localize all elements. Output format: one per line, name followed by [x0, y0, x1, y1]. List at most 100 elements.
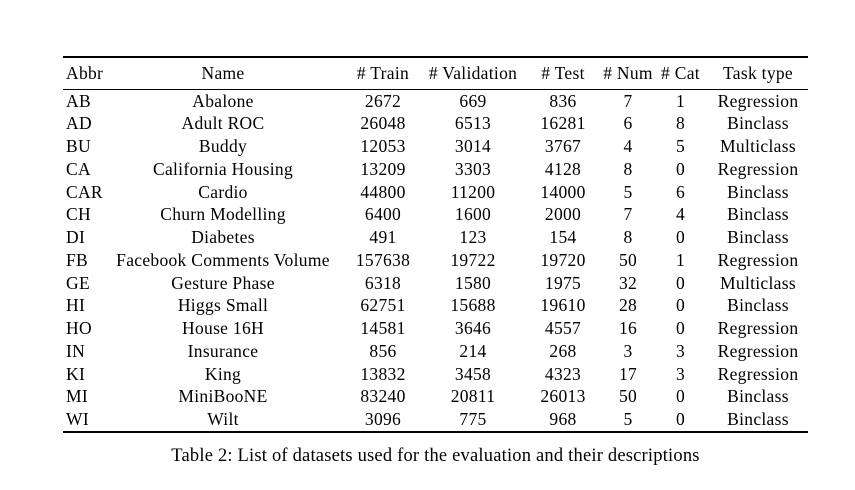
cell-abbr: KI — [66, 363, 86, 384]
col-header-train: # Train — [343, 57, 423, 90]
cell-num: 8 — [623, 227, 633, 248]
col-header-num: # Num — [603, 57, 653, 90]
cell-train: 62751 — [360, 295, 406, 316]
cell-validation: 3014 — [454, 136, 492, 157]
cell-task: Regression — [717, 90, 799, 111]
cell-validation: 20811 — [450, 386, 496, 407]
cell-test: 16281 — [540, 113, 586, 134]
cell-num: 3 — [623, 340, 633, 361]
cell-validation: 15688 — [450, 295, 496, 316]
cell-cat: 0 — [675, 272, 686, 293]
cell-num: 7 — [623, 204, 633, 225]
cell-train: 6318 — [364, 272, 402, 293]
cell-validation: 1600 — [454, 204, 492, 225]
cell-validation: 3646 — [454, 318, 492, 339]
cell-task: Regression — [717, 249, 799, 270]
cell-task: Binclass — [727, 295, 789, 316]
cell-name: Diabetes — [191, 227, 255, 248]
cell-test: 4323 — [544, 363, 582, 384]
table-row: AD Adult ROC 26048 6513 16281 6 8 Bincla… — [63, 113, 808, 136]
cell-task: Binclass — [727, 386, 789, 407]
cell-abbr: GE — [66, 272, 90, 293]
cell-name: Facebook Comments Volume — [116, 249, 330, 270]
cell-cat: 1 — [675, 90, 686, 111]
cell-cat: 0 — [675, 386, 686, 407]
cell-cat: 0 — [675, 158, 686, 179]
cell-num: 8 — [623, 158, 633, 179]
col-header-abbr: Abbr — [63, 57, 103, 90]
col-header-task: Task type — [708, 57, 808, 90]
cell-cat: 0 — [675, 227, 686, 248]
cell-abbr: WI — [66, 409, 89, 430]
cell-abbr: MI — [66, 386, 88, 407]
cell-name: Buddy — [198, 136, 248, 157]
cell-train: 3096 — [364, 409, 402, 430]
cell-num: 50 — [618, 386, 638, 407]
cell-name: Cardio — [198, 181, 248, 202]
cell-num: 6 — [623, 113, 633, 134]
cell-cat: 0 — [675, 295, 686, 316]
cell-test: 19610 — [540, 295, 586, 316]
cell-cat: 4 — [675, 204, 686, 225]
cell-test: 836 — [549, 90, 577, 111]
cell-task: Multiclass — [720, 272, 796, 293]
cell-test: 154 — [549, 227, 577, 248]
table-row: IN Insurance 856 214 268 3 3 Regression — [63, 340, 808, 363]
cell-abbr: IN — [66, 340, 86, 361]
cell-test: 1975 — [544, 272, 582, 293]
cell-abbr: CH — [66, 204, 91, 225]
cell-abbr: CAR — [66, 181, 103, 202]
cell-task: Regression — [717, 363, 799, 384]
cell-num: 16 — [618, 318, 638, 339]
cell-abbr: DI — [66, 227, 86, 248]
cell-task: Regression — [717, 158, 799, 179]
cell-abbr: HI — [66, 295, 86, 316]
cell-task: Regression — [717, 340, 799, 361]
table-header: Abbr Name # Train # Validation # Test # … — [63, 57, 808, 90]
cell-num: 5 — [623, 181, 633, 202]
cell-train: 83240 — [360, 386, 406, 407]
cell-num: 32 — [618, 272, 638, 293]
cell-task: Binclass — [727, 113, 789, 134]
cell-num: 5 — [623, 409, 633, 430]
cell-train: 44800 — [360, 181, 406, 202]
cell-name: Wilt — [207, 409, 239, 430]
cell-name: Gesture Phase — [171, 272, 275, 293]
cell-cat: 1 — [675, 249, 686, 270]
table-row: CH Churn Modelling 6400 1600 2000 7 4 Bi… — [63, 204, 808, 227]
table-row: DI Diabetes 491 123 154 8 0 Binclass — [63, 227, 808, 250]
cell-test: 26013 — [540, 386, 586, 407]
table-caption: Table 2: List of datasets used for the e… — [171, 446, 700, 467]
table-body: AB Abalone 2672 669 836 7 1 Regression A… — [63, 90, 808, 433]
cell-test: 19720 — [540, 249, 586, 270]
cell-cat: 8 — [675, 113, 686, 134]
cell-validation: 3303 — [454, 158, 492, 179]
cell-cat: 3 — [675, 340, 686, 361]
cell-task: Binclass — [727, 409, 789, 430]
table-row: GE Gesture Phase 6318 1580 1975 32 0 Mul… — [63, 272, 808, 295]
cell-name: Insurance — [187, 340, 259, 361]
cell-test: 268 — [549, 340, 577, 361]
cell-train: 157638 — [355, 249, 411, 270]
cell-validation: 11200 — [450, 181, 496, 202]
cell-cat: 3 — [675, 363, 686, 384]
cell-validation: 669 — [459, 90, 487, 111]
cell-test: 2000 — [544, 204, 582, 225]
cell-train: 13832 — [360, 363, 406, 384]
cell-train: 856 — [369, 340, 397, 361]
col-header-name: Name — [103, 57, 343, 90]
cell-cat: 0 — [675, 318, 686, 339]
col-header-validation: # Validation — [423, 57, 523, 90]
cell-name: Abalone — [192, 90, 254, 111]
datasets-table: Abbr Name # Train # Validation # Test # … — [63, 56, 808, 467]
cell-train: 6400 — [364, 204, 402, 225]
table-row: HI Higgs Small 62751 15688 19610 28 0 Bi… — [63, 295, 808, 318]
cell-abbr: AD — [66, 113, 92, 134]
cell-train: 12053 — [360, 136, 406, 157]
table-row: MI MiniBooNE 83240 20811 26013 50 0 Binc… — [63, 386, 808, 409]
cell-cat: 6 — [675, 181, 686, 202]
cell-validation: 3458 — [454, 363, 492, 384]
cell-train: 26048 — [360, 113, 406, 134]
table-row: KI King 13832 3458 4323 17 3 Regression — [63, 363, 808, 386]
